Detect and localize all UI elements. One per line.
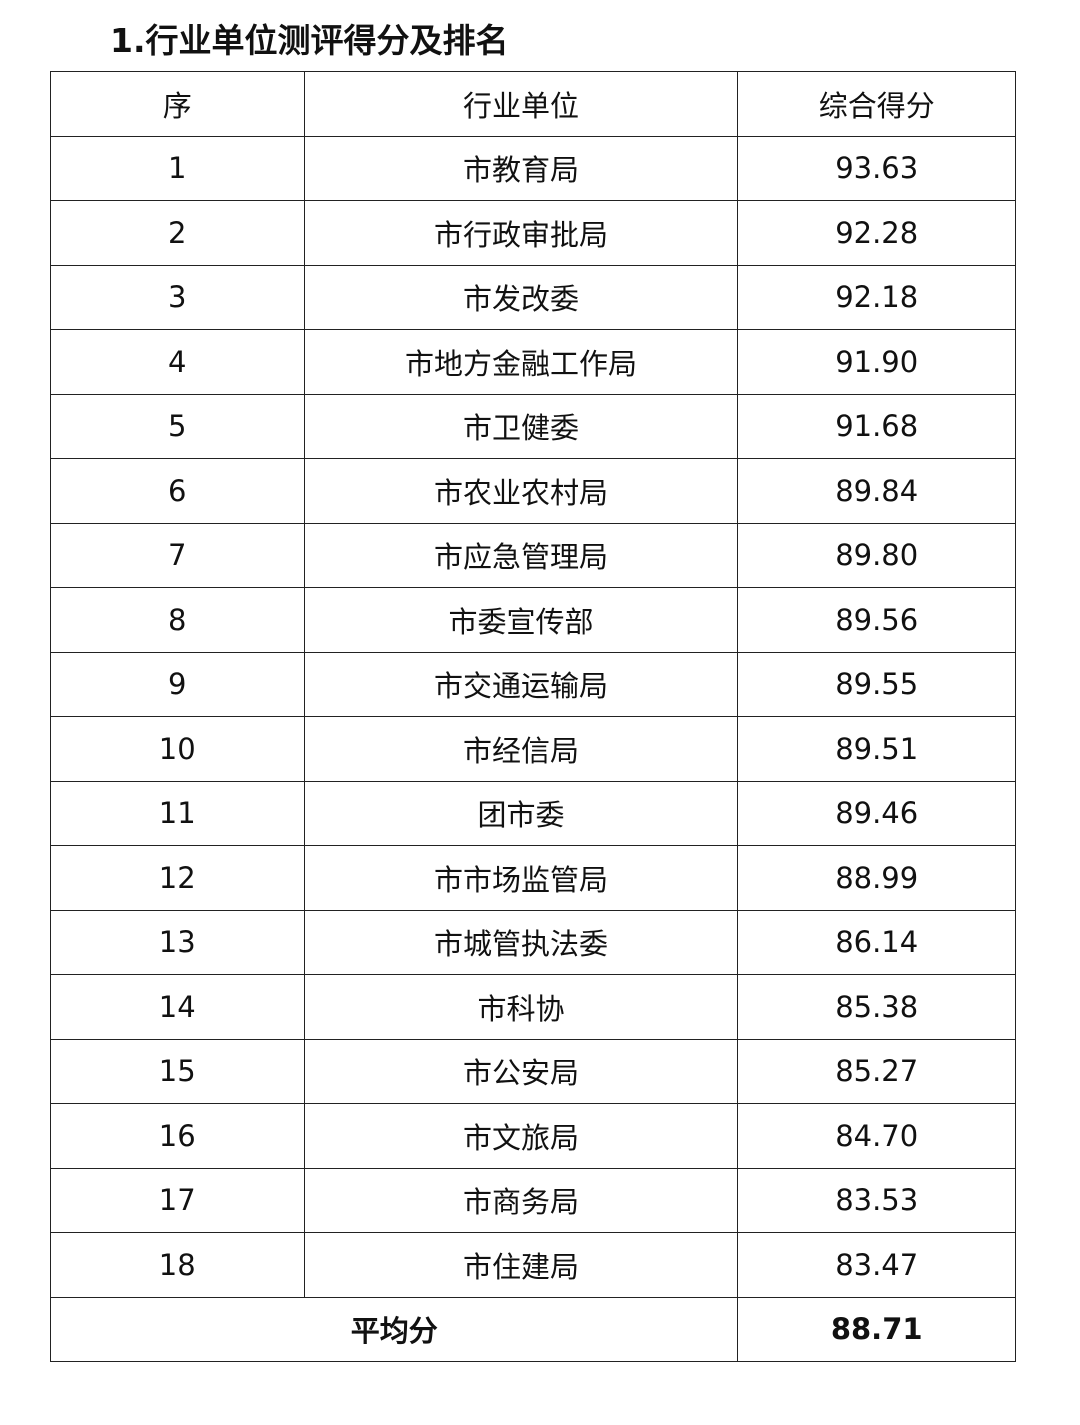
rank-cell: 3 [50,264,305,330]
table-row: 11 团市委 89.46 [50,780,1016,846]
unit-cell: 市公安局 [303,1038,739,1104]
section-title: 1.行业单位测评得分及排名 [110,21,509,60]
unit-cell: 市文旅局 [303,1103,739,1169]
rank-cell: 16 [50,1103,305,1169]
average-row: 平均分 88.71 [49,1296,1016,1362]
table-row: 1 市教育局 93.63 [50,135,1016,201]
rank-cell: 9 [50,651,305,717]
table-row: 2 市行政审批局 92.28 [50,200,1016,266]
rank-cell: 6 [50,458,305,524]
header-score: 综合得分 [737,71,1016,137]
unit-cell: 市发改委 [303,264,739,330]
rank-cell: 4 [50,329,305,395]
table-row: 16 市文旅局 84.70 [50,1103,1016,1169]
rank-cell: 14 [50,974,305,1040]
unit-cell: 市交通运输局 [303,651,739,717]
unit-cell: 市市场监管局 [303,845,739,911]
score-cell: 85.27 [737,1038,1016,1104]
header-row: 序 行业单位 综合得分 [50,71,1016,137]
rank-cell: 12 [50,845,305,911]
unit-cell: 市教育局 [303,135,739,201]
unit-cell: 市地方金融工作局 [303,329,739,395]
header-rank: 序 [50,71,305,137]
score-cell: 89.80 [737,522,1016,588]
score-cell: 89.51 [737,716,1016,782]
unit-cell: 团市委 [303,780,739,846]
score-cell: 86.14 [737,909,1016,975]
unit-cell: 市经信局 [303,716,739,782]
score-cell: 92.28 [737,200,1016,266]
score-cell: 89.56 [737,587,1016,653]
table-row: 3 市发改委 92.18 [50,264,1016,330]
score-cell: 88.99 [737,845,1016,911]
unit-cell: 市商务局 [303,1167,739,1233]
unit-cell: 市卫健委 [303,393,739,459]
score-cell: 84.70 [737,1103,1016,1169]
unit-cell: 市农业农村局 [303,458,739,524]
rank-cell: 5 [50,393,305,459]
rank-cell: 10 [50,716,305,782]
score-cell: 89.84 [737,458,1016,524]
rank-cell: 2 [50,200,305,266]
table-row: 9 市交通运输局 89.55 [50,651,1016,717]
rank-cell: 1 [50,135,305,201]
score-cell: 92.18 [737,264,1016,330]
unit-cell: 市行政审批局 [303,200,739,266]
header-unit: 行业单位 [303,71,739,137]
score-cell: 83.53 [737,1167,1016,1233]
average-label: 平均分 [49,1296,739,1362]
table-row: 7 市应急管理局 89.80 [50,522,1016,588]
score-cell: 93.63 [737,135,1016,201]
rank-cell: 18 [50,1232,305,1298]
score-cell: 89.55 [737,651,1016,717]
rank-cell: 15 [50,1038,305,1104]
unit-cell: 市住建局 [303,1232,739,1298]
rank-cell: 7 [50,522,305,588]
average-value: 88.71 [737,1296,1016,1362]
score-cell: 89.46 [737,780,1016,846]
score-cell: 85.38 [737,974,1016,1040]
score-cell: 83.47 [737,1232,1016,1298]
table-row: 14 市科协 85.38 [50,974,1016,1040]
score-cell: 91.90 [737,329,1016,395]
table-row: 8 市委宣传部 89.56 [50,587,1016,653]
table-row: 10 市经信局 89.51 [50,716,1016,782]
unit-cell: 市应急管理局 [303,522,739,588]
table-row: 15 市公安局 85.27 [50,1038,1016,1104]
table-row: 12 市市场监管局 88.99 [50,845,1016,911]
rank-cell: 17 [50,1167,305,1233]
unit-cell: 市城管执法委 [303,909,739,975]
unit-cell: 市委宣传部 [303,587,739,653]
rank-cell: 8 [50,587,305,653]
table-row: 6 市农业农村局 89.84 [50,458,1016,524]
rank-cell: 13 [50,909,305,975]
rank-cell: 11 [50,780,305,846]
unit-cell: 市科协 [303,974,739,1040]
table-row: 5 市卫健委 91.68 [50,393,1016,459]
table-row: 17 市商务局 83.53 [50,1167,1016,1233]
table-row: 4 市地方金融工作局 91.90 [50,329,1016,395]
table-row: 18 市住建局 83.47 [50,1232,1016,1298]
score-cell: 91.68 [737,393,1016,459]
score-table: 序 行业单位 综合得分 1 市教育局 93.63 2 市行政审批局 92.28 3 市发改委 9… [49,71,1016,1362]
table-row: 13 市城管执法委 86.14 [50,909,1016,975]
